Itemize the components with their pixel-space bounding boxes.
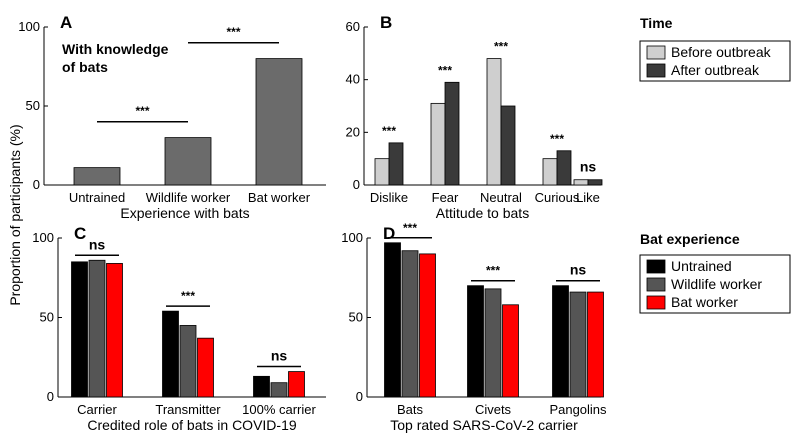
B-bar [556, 150, 572, 186]
A-sig-label: *** [135, 104, 149, 118]
B-sig-label: ns [580, 159, 597, 175]
A-x-axis-label: Experience with bats [120, 205, 249, 221]
B-panel-label: B [380, 13, 392, 32]
A-bar [73, 167, 121, 186]
B-xtick-label: Fear [432, 190, 459, 205]
D-legend-swatch [646, 295, 666, 310]
A-ytick-label: 50 [26, 98, 40, 113]
C-sig-label: ns [89, 236, 106, 252]
B-ytick-label: 0 [353, 177, 360, 192]
D-xtick-label: Pangolins [549, 402, 607, 417]
D-bar [569, 291, 587, 398]
D-bar [401, 250, 419, 398]
B-legend-label: After outbreak [671, 62, 760, 78]
B-legend-title: Time [640, 15, 673, 31]
D-bar [484, 288, 502, 398]
A-bar [255, 58, 303, 186]
B-ytick-label: 20 [346, 124, 360, 139]
C-bar [71, 261, 88, 398]
B-legend-swatch [646, 45, 666, 60]
A-xtick-label: Wildlife worker [146, 190, 231, 205]
D-bar [467, 285, 484, 398]
B-ytick-label: 40 [346, 72, 360, 87]
D-xtick-label: Civets [475, 402, 512, 417]
C-xtick-label: 100% carrier [242, 402, 316, 417]
C-bar [197, 337, 214, 398]
D-xtick-label: Bats [397, 402, 424, 417]
B-x-axis-label: Attitude to bats [436, 205, 529, 221]
A-xtick-label: Untrained [69, 190, 125, 205]
D-ytick-label: 50 [349, 310, 363, 325]
D-legend-label: Wildlife worker [671, 276, 762, 292]
C-bar [88, 259, 106, 398]
D-sig-label: *** [403, 221, 417, 235]
C-bar [253, 375, 270, 398]
B-bar [430, 102, 446, 186]
A-sig-label: *** [226, 25, 240, 39]
C-ytick-label: 0 [47, 389, 54, 404]
B-xtick-label: Neutral [480, 190, 522, 205]
D-ytick-label: 0 [356, 389, 363, 404]
A-note-line: With knowledge [62, 41, 169, 57]
D-legend-swatch [646, 277, 666, 292]
B-sig-label: *** [382, 124, 396, 138]
D-bar [419, 253, 436, 398]
D-bar [552, 285, 569, 398]
A-xtick-label: Bat worker [248, 190, 311, 205]
B-xtick-label: Dislike [370, 190, 408, 205]
C-bar [162, 310, 179, 398]
C-ytick-label: 50 [40, 310, 54, 325]
D-ytick-label: 100 [341, 230, 363, 245]
D-sig-label: *** [486, 264, 500, 278]
y-axis-label: Proportion of participants (%) [7, 124, 23, 305]
A-bar [164, 137, 212, 186]
C-bar [179, 325, 197, 398]
B-bar [374, 158, 390, 186]
C-xtick-label: Transmitter [155, 402, 221, 417]
C-panel-label: C [74, 224, 86, 243]
B-legend-label: Before outbreak [671, 44, 772, 60]
C-bar [270, 382, 288, 398]
B-ytick-label: 60 [346, 19, 360, 34]
D-legend-label: Bat worker [671, 294, 738, 310]
C-sig-label: ns [271, 348, 288, 364]
D-sig-label: ns [570, 262, 587, 278]
C-bar [288, 371, 305, 398]
D-legend-label: Untrained [671, 258, 732, 274]
B-legend-swatch [646, 63, 666, 78]
A-ytick-label: 100 [18, 19, 40, 34]
B-xtick-label: Curious [535, 190, 580, 205]
B-xtick-label: Like [576, 190, 600, 205]
B-sig-label: *** [438, 63, 452, 77]
C-sig-label: *** [181, 289, 195, 303]
D-legend-title: Bat experience [640, 231, 740, 247]
A-note-line: of bats [62, 59, 108, 75]
B-bar [388, 142, 404, 186]
D-bar [384, 242, 401, 398]
D-x-axis-label: Top rated SARS-CoV-2 carrier [390, 417, 578, 433]
D-legend-swatch [646, 259, 666, 274]
D-bar [502, 304, 519, 398]
D-panel-label: D [383, 224, 395, 243]
B-bar [587, 179, 603, 186]
C-x-axis-label: Credited role of bats in COVID-19 [87, 417, 297, 433]
A-ytick-label: 0 [33, 177, 40, 192]
B-sig-label: *** [550, 132, 564, 146]
C-xtick-label: Carrier [77, 402, 117, 417]
A-panel-label: A [60, 13, 72, 32]
B-sig-label: *** [494, 40, 508, 54]
B-bar [500, 105, 516, 186]
B-bar [486, 58, 502, 186]
D-bar [587, 291, 604, 398]
B-bar [542, 158, 558, 186]
B-bar [573, 179, 589, 186]
B-bar [444, 81, 460, 186]
C-bar [106, 263, 123, 398]
C-ytick-label: 100 [32, 230, 54, 245]
